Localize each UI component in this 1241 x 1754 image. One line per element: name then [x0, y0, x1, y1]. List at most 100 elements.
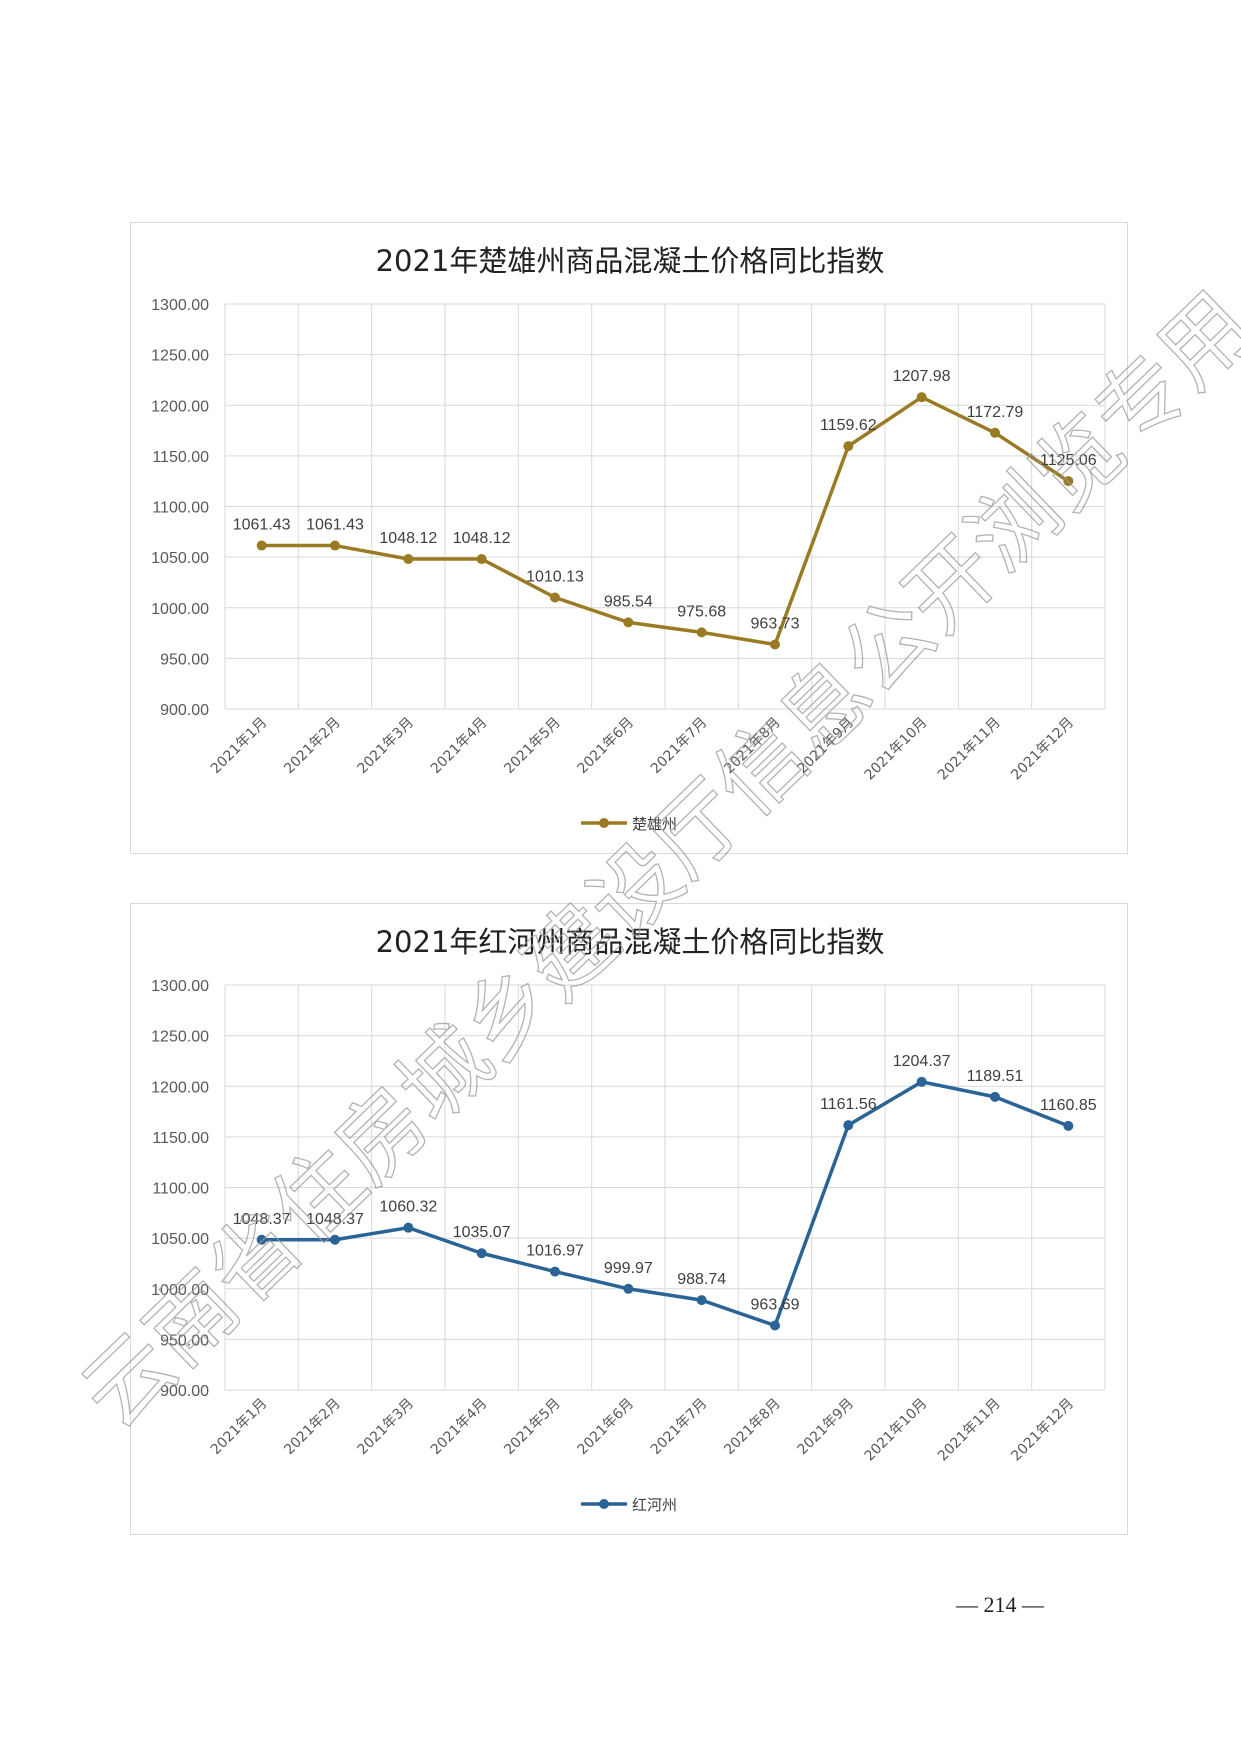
data-point: [770, 639, 780, 650]
data-label: 975.68: [677, 603, 726, 620]
legend-dot-marker: [599, 1499, 609, 1509]
y-tick-label: 1300.00: [151, 978, 209, 995]
x-tick-label: 2021年12月: [1008, 1396, 1077, 1465]
y-tick-label: 1050.00: [151, 1231, 209, 1248]
y-tick-label: 1100.00: [152, 500, 209, 517]
legend-label: 楚雄州: [632, 815, 677, 833]
data-label: 985.54: [604, 593, 653, 610]
data-label: 1048.12: [453, 530, 511, 547]
x-tick-label: 2021年11月: [935, 1396, 1004, 1465]
chart-chuxiong: 2021年楚雄州商品混凝土价格同比指数 900.00 950.00 1000.00 1…: [130, 222, 1128, 854]
data-label: 1048.37: [306, 1211, 364, 1228]
y-tick-label: 1150.00: [152, 449, 209, 466]
y-tick-label: 1200.00: [151, 1079, 209, 1096]
data-label: 1048.12: [379, 530, 437, 547]
data-point: [696, 1295, 707, 1306]
x-tick-label: 2021年8月: [721, 1396, 784, 1459]
data-point: [550, 1266, 560, 1277]
y-tick-label: 1250.00: [151, 348, 209, 365]
legend: 红河州: [581, 1496, 677, 1514]
y-tick-label: 1000.00: [151, 601, 209, 618]
data-label: 1060.32: [379, 1199, 437, 1216]
data-point: [550, 592, 560, 603]
data-point: [843, 1120, 854, 1131]
x-tick-label: 2021年10月: [862, 1396, 931, 1465]
y-tick-label: 1050.00: [151, 550, 209, 567]
data-point: [476, 554, 487, 565]
data-label: 1160.85: [1040, 1097, 1097, 1114]
chart-title: 2021年楚雄州商品混凝土价格同比指数: [376, 244, 885, 278]
data-point: [330, 1234, 340, 1245]
x-tick-label: 2021年6月: [575, 1396, 638, 1459]
data-point: [990, 427, 1000, 438]
x-tick-label: 2021年1月: [208, 1396, 271, 1459]
x-tick-label: 2021年7月: [648, 1396, 711, 1459]
y-tick-label: 1250.00: [151, 1029, 209, 1046]
data-point: [476, 1248, 487, 1259]
legend: 楚雄州: [581, 815, 677, 833]
data-label: 999.97: [604, 1260, 653, 1277]
data-label: 1161.56: [820, 1096, 877, 1113]
chart-chuxiong-svg: 2021年楚雄州商品混凝土价格同比指数 900.00 950.00 1000.00 1…: [151, 244, 1106, 833]
data-label: 988.74: [677, 1271, 726, 1288]
x-tick-label: 2021年3月: [355, 715, 418, 778]
data-point: [696, 627, 707, 638]
chart-honghe-svg: 2021年红河州商品混凝土价格同比指数 900.00 950.00 1000.00 1…: [151, 925, 1106, 1514]
x-tick-label: 2021年2月: [281, 715, 344, 778]
data-point: [770, 1320, 780, 1331]
series-line: [261, 1080, 1069, 1328]
x-tick-label: 2021年5月: [501, 1396, 564, 1459]
data-label: 1159.62: [820, 417, 877, 434]
data-label: 1125.06: [1040, 452, 1097, 469]
x-tick-label: 2021年11月: [935, 715, 1004, 784]
data-point: [1063, 476, 1074, 487]
x-tick-label: 2021年4月: [428, 715, 491, 778]
x-tick-label: 2021年8月: [721, 715, 784, 778]
data-point: [990, 1091, 1000, 1102]
data-point: [1063, 1120, 1074, 1131]
legend-dot-marker: [599, 818, 609, 828]
data-point: [403, 1222, 414, 1233]
x-tick-label: 2021年9月: [795, 715, 858, 778]
data-point: [623, 1283, 634, 1294]
x-tick-label: 2021年12月: [1008, 715, 1077, 784]
data-label: 1016.97: [526, 1243, 584, 1260]
data-label: 1035.07: [453, 1224, 511, 1241]
y-tick-label: 900.00: [160, 702, 209, 719]
data-label: 1061.43: [233, 517, 291, 534]
data-label: 963.69: [751, 1297, 800, 1314]
data-point: [256, 1234, 267, 1245]
data-point: [330, 540, 340, 551]
chart-honghe: 2021年红河州商品混凝土价格同比指数 900.00 950.00 1000.00 1…: [130, 903, 1128, 1535]
series-line: [261, 395, 1070, 647]
data-label: 1189.51: [967, 1068, 1024, 1085]
data-point: [916, 1076, 927, 1087]
y-tick-label: 1100.00: [152, 1181, 209, 1198]
data-point: [843, 441, 854, 452]
x-tick-label: 2021年10月: [862, 715, 931, 784]
data-label: 1061.43: [306, 517, 364, 534]
data-label: 1010.13: [526, 568, 584, 585]
y-tick-label: 950.00: [160, 1332, 209, 1349]
y-tick-label: 950.00: [160, 651, 209, 668]
y-tick-label: 1150.00: [152, 1130, 209, 1147]
x-tick-label: 2021年6月: [575, 715, 638, 778]
data-label: 1204.37: [893, 1053, 951, 1070]
x-tick-label: 2021年5月: [501, 715, 564, 778]
x-tick-label: 2021年2月: [281, 1396, 344, 1459]
y-tick-label: 1000.00: [151, 1282, 209, 1299]
chart-title: 2021年红河州商品混凝土价格同比指数: [376, 925, 885, 959]
x-tick-label: 2021年4月: [428, 1396, 491, 1459]
y-tick-label: 900.00: [160, 1383, 209, 1400]
x-tick-label: 2021年3月: [355, 1396, 418, 1459]
data-point: [623, 617, 634, 628]
data-point: [403, 554, 414, 565]
data-label: 1207.98: [893, 368, 951, 385]
legend-label: 红河州: [632, 1496, 677, 1514]
y-tick-label: 1200.00: [151, 398, 209, 415]
data-point: [256, 540, 267, 551]
data-point: [916, 392, 927, 403]
page-number: — 214 —: [956, 1592, 1044, 1617]
data-label: 1048.37: [233, 1211, 291, 1228]
y-tick-label: 1300.00: [151, 297, 209, 314]
